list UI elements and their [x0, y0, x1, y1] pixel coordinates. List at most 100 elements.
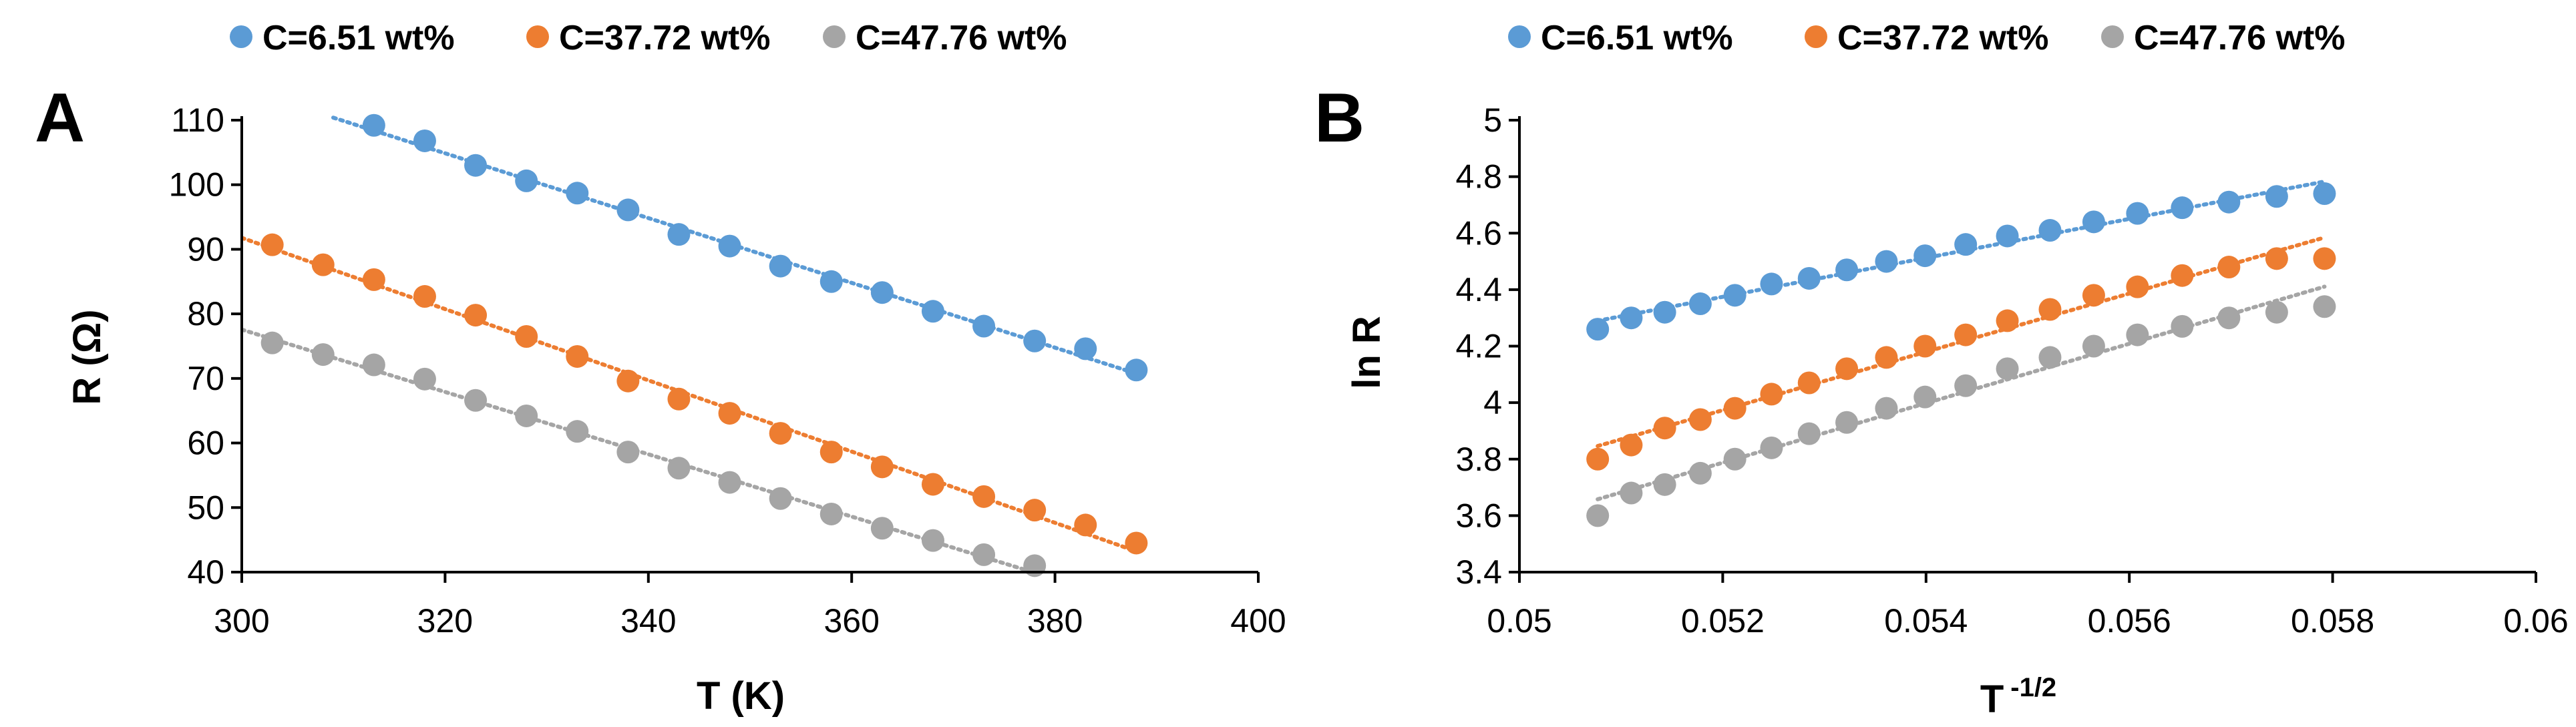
data-point-series-3: [2082, 334, 2105, 358]
legend-item-series-1: C=6.51 wt%: [230, 19, 455, 57]
data-point-series-3: [515, 404, 538, 427]
data-point-series-3: [1620, 481, 1643, 505]
legend-label: C=47.76 wt%: [2134, 19, 2346, 57]
data-point-series-3: [566, 420, 589, 443]
data-point-series-2: [921, 473, 944, 496]
y-tick-label: 100: [169, 166, 224, 204]
data-point-series-3: [921, 529, 944, 552]
data-point-series-1: [1620, 306, 1643, 330]
x-tick-label: 0.06: [2503, 602, 2568, 640]
data-point-series-3: [667, 457, 691, 480]
data-point-series-2: [2217, 256, 2241, 279]
data-point-series-2: [1653, 417, 1676, 440]
data-point-series-2: [972, 485, 996, 508]
data-point-series-1: [2217, 190, 2241, 214]
data-point-series-3: [1996, 357, 2019, 381]
x-tick-label: 0.056: [2088, 602, 2171, 640]
y-tick-label: 3.6: [1455, 497, 1502, 534]
y-axis-title-b: ln R: [1345, 316, 1389, 389]
data-point-series-1: [667, 223, 691, 246]
x-tick-label: 0.054: [1884, 602, 1968, 640]
legend-item-series-3: C=47.76 wt%: [2101, 19, 2346, 57]
data-point-series-2: [616, 369, 640, 393]
data-point-series-3: [1875, 397, 1898, 420]
x-tick-label: 300: [214, 602, 269, 640]
data-point-series-1: [1875, 250, 1898, 273]
data-point-series-1: [1688, 292, 1712, 316]
chart-panel-a: A C=6.51 wt% C=37.72 wt% C=47.76 wt% 40 50 6…: [35, 19, 1286, 718]
y-tick-label: 4.4: [1455, 271, 1502, 308]
data-point-series-3: [819, 502, 843, 525]
legend-marker: [2101, 25, 2124, 48]
data-point-series-3: [1835, 411, 1859, 434]
panel-label-b: B: [1314, 79, 1364, 157]
data-point-series-1: [972, 314, 996, 338]
data-point-series-3: [1653, 473, 1676, 496]
panel-label-a: A: [35, 79, 85, 157]
y-tick-label: 40: [187, 553, 224, 591]
data-point-series-2: [718, 402, 741, 425]
data-point-series-2: [1586, 447, 1610, 471]
data-point-series-1: [1797, 266, 1821, 290]
data-point-series-1: [1760, 272, 1783, 296]
data-point-series-1: [1586, 318, 1610, 341]
data-point-series-1: [2126, 202, 2149, 225]
data-point-series-3: [1913, 385, 1937, 409]
data-point-series-3: [1760, 436, 1783, 459]
data-point-series-2: [1023, 499, 1047, 522]
data-point-series-1: [1653, 300, 1676, 324]
x-tick-label: 380: [1027, 602, 1083, 640]
x-axis-title-a: T (K): [697, 674, 785, 718]
y-tick-label: 5: [1483, 101, 1502, 139]
legend-label: C=37.72 wt%: [1837, 19, 2049, 57]
data-points-a: [260, 113, 1148, 577]
legend-b: C=6.51 wt% C=37.72 wt% C=47.76 wt%: [1508, 19, 2346, 57]
x-tick-label: 0.052: [1681, 602, 1765, 640]
data-point-series-1: [413, 129, 436, 152]
axes-a: 40 50 60 70 80 90 100 110 300 320 340 360 380 400: [169, 101, 1286, 640]
y-tick-label: 60: [187, 425, 224, 462]
legend-marker: [823, 25, 846, 48]
data-point-series-1: [1835, 258, 1859, 282]
legend-label: C=47.76 wt%: [856, 19, 1067, 57]
data-point-series-3: [362, 353, 385, 377]
x-axis-title-b-exponent: -1/2: [2010, 673, 2056, 702]
y-tick-label: 4.8: [1455, 158, 1502, 196]
data-point-series-1: [1125, 358, 1148, 382]
legend-marker: [1508, 25, 1531, 48]
data-point-series-1: [2171, 196, 2194, 220]
y-tick-label: 4: [1483, 384, 1502, 421]
data-points-b: [1586, 182, 2336, 527]
data-point-series-1: [566, 182, 589, 205]
data-point-series-1: [1074, 337, 1097, 360]
data-point-series-1: [1954, 233, 1978, 256]
data-point-series-1: [1723, 284, 1746, 307]
legend-label: C=37.72 wt%: [559, 19, 771, 57]
data-point-series-1: [1913, 244, 1937, 268]
legend-marker: [526, 25, 549, 48]
data-point-series-3: [616, 441, 640, 464]
y-tick-label: 90: [187, 230, 224, 268]
data-point-series-2: [362, 268, 385, 291]
legend-a: C=6.51 wt% C=37.72 wt% C=47.76 wt%: [230, 19, 1067, 57]
x-tick-label: 0.05: [1487, 602, 1551, 640]
legend-item-series-2: C=37.72 wt%: [526, 19, 771, 57]
data-point-series-1: [2313, 182, 2336, 206]
data-point-series-3: [2217, 306, 2241, 330]
data-point-series-1: [1996, 224, 2019, 248]
x-axis-title-b-base: T: [1980, 678, 2004, 721]
legend-marker: [230, 25, 252, 48]
y-tick-label: 50: [187, 489, 224, 526]
data-point-series-3: [2126, 323, 2149, 346]
data-point-series-2: [260, 233, 284, 256]
data-point-series-2: [1125, 531, 1148, 555]
data-point-series-3: [260, 331, 284, 354]
data-point-series-3: [769, 487, 792, 510]
data-point-series-2: [1074, 513, 1097, 537]
data-point-series-2: [819, 441, 843, 464]
data-point-series-3: [1688, 461, 1712, 485]
x-tick-label: 0.058: [2291, 602, 2374, 640]
data-point-series-3: [1723, 447, 1746, 471]
y-tick-label: 3.8: [1455, 441, 1502, 478]
legend-item-series-2: C=37.72 wt%: [1805, 19, 2049, 57]
